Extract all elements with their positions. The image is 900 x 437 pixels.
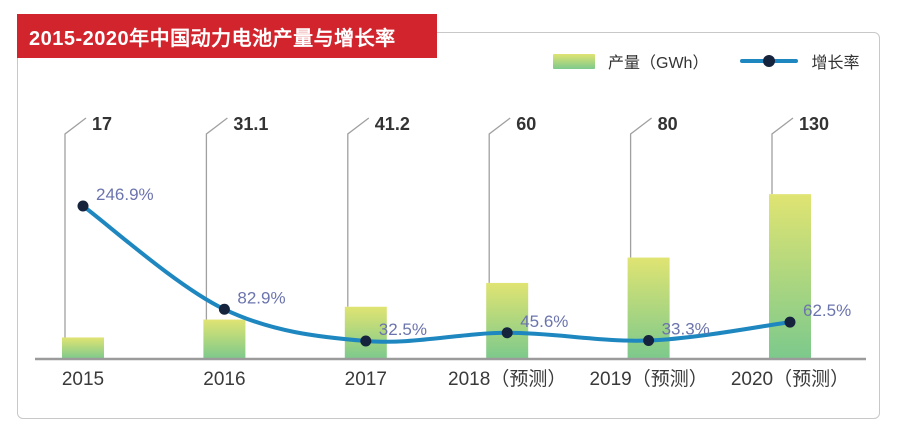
leader-line: [771, 117, 794, 195]
bar-value-label: 17: [92, 114, 112, 134]
growth-value-label: 246.9%: [96, 185, 154, 204]
bar-value-label: 31.1: [233, 114, 268, 134]
category-label: 2015: [62, 369, 104, 390]
bar-2018（预测）: [486, 282, 529, 359]
bar-legend-swatch-icon: [553, 53, 595, 69]
category-label: 2018（预测）: [448, 368, 566, 390]
growth-marker-2017: [360, 335, 372, 347]
bar-value-label: 41.2: [375, 114, 410, 134]
growth-marker-2016: [218, 303, 230, 315]
category-label: 2019（预测）: [589, 368, 707, 390]
leader-line: [488, 117, 511, 283]
leader-line: [629, 117, 652, 258]
growth-line: [81, 204, 792, 344]
bar-legend-label: 产量（GWh）: [608, 55, 709, 72]
line-legend-swatch-icon: [740, 54, 799, 68]
growth-marker-2020（预测）: [784, 316, 796, 328]
bar-value-label: 130: [799, 114, 829, 134]
growth-marker-2015: [77, 200, 89, 212]
growth-value-label: 82.9%: [237, 288, 285, 307]
growth-marker-2019（预测）: [643, 335, 655, 347]
growth-value-label: 32.5%: [379, 320, 427, 339]
leader-line: [205, 117, 228, 320]
bar-2017: [344, 306, 387, 359]
category-label: 2017: [345, 369, 387, 390]
chart-frame: [17, 32, 880, 419]
bar-value-label: 60: [516, 114, 536, 134]
chart-title: 2015-2020年中国动力电池产量与增长率: [29, 27, 396, 50]
category-label: 2016: [203, 369, 245, 390]
bar-2016: [203, 319, 246, 359]
line-legend-dot: [763, 55, 776, 67]
growth-marker-2018（预测）: [501, 327, 513, 339]
bar-2015: [62, 337, 104, 359]
title-banner: 2015-2020年中国动力电池产量与增长率: [17, 14, 437, 58]
bar-value-label: 80: [658, 114, 678, 134]
growth-value-label: 33.3%: [662, 320, 710, 339]
growth-value-label: 45.6%: [520, 312, 568, 331]
legend: 产量（GWh） 增长率: [553, 50, 859, 72]
leader-line: [347, 117, 370, 307]
leader-line: [64, 117, 87, 338]
bar-2020（预测）: [769, 194, 811, 359]
growth-value-label: 62.5%: [803, 301, 851, 320]
line-legend-label: 增长率: [811, 55, 860, 72]
category-label: 2020（预测）: [731, 368, 849, 390]
